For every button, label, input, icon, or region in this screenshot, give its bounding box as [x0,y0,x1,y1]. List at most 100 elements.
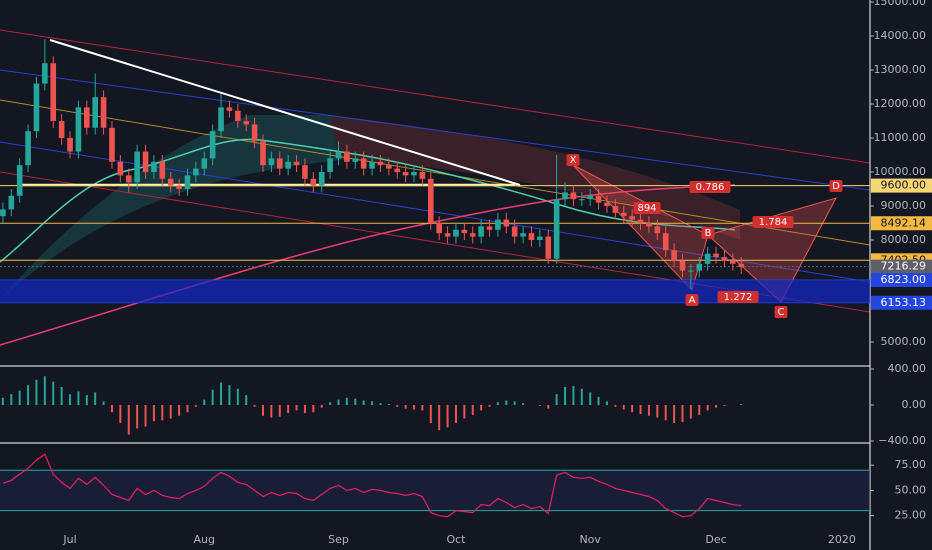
candle-body [511,226,518,237]
y-tick-label: 75.00 [895,458,927,471]
candle-body [688,270,694,272]
y-tick-label: 25.00 [895,509,927,522]
candle-body [151,161,157,172]
candle-body [58,120,65,138]
cloud-bull [0,115,340,300]
pattern-label-box [685,294,699,306]
pattern-label-box [689,181,731,193]
candle-body [42,63,48,84]
candle-body [570,192,577,200]
candle-body [469,233,476,237]
pattern-label: C [778,307,785,318]
y-tick-label: 11000.00 [874,131,927,144]
candle-body [528,233,535,240]
pattern-label: X [570,155,577,166]
candle-body [704,253,711,264]
price-label: 7216.29 [881,260,927,273]
x-tick-label: Oct [446,533,466,546]
moving-average [0,184,736,346]
candle-body [604,202,610,206]
y-tick-label: −400.00 [878,434,926,447]
candle-body [218,107,224,132]
pattern-label: A [689,295,696,306]
pattern-label: 1.272 [724,292,753,303]
price-label-box [871,216,932,231]
candle-body [226,107,233,111]
candle-body [679,260,686,271]
x-tick-label: Dec [705,533,726,546]
candle-body [25,131,31,166]
x-tick-label: Aug [194,533,215,546]
y-tick-label: 12000.00 [874,97,927,110]
candle-body [310,178,317,186]
candle-body [335,151,342,159]
y-tick-label: 8000.00 [881,233,927,246]
price-label-box [871,295,932,310]
pattern-label: 0.786 [696,182,725,193]
candle-body [134,151,140,183]
candle-body [662,233,669,251]
candle-body [16,165,23,196]
candle-body [8,195,15,210]
band-fill [0,470,870,511]
candle-body [402,171,409,176]
candle-body [537,236,543,240]
y-tick-label: 0.00 [902,398,927,411]
y-tick-label: 14000.00 [874,29,927,42]
pattern-label-box [752,216,794,228]
moving-average [0,138,736,263]
y-tick-label: 10000.00 [874,165,927,178]
candle-body [109,127,115,162]
y-tick-label: 15000.00 [874,0,927,8]
price-label-box [871,178,932,193]
candle-body [92,97,98,128]
pattern-label: 1.784 [759,217,788,228]
price-label: 6823.00 [881,273,927,286]
pattern-label-box [774,306,788,318]
candle-body [629,216,635,220]
candle-body [545,236,552,259]
candle-body [50,63,57,121]
candle-body [553,199,560,259]
pattern-label: B [705,228,712,239]
demand-zone [0,280,870,303]
y-tick-label: 5000.00 [881,335,927,348]
x-tick-label: Jul [62,533,76,546]
candle-body [612,205,619,213]
candle-body [125,175,132,183]
candle-body [318,171,325,186]
price-label-box [871,273,932,288]
candle-body [444,233,451,237]
candle-body [461,229,468,234]
candle-body [394,168,401,172]
candle-body [176,185,182,189]
candle-body [201,158,208,169]
y-tick-label: 400.00 [888,362,927,375]
pattern-label-box [717,291,759,303]
price-label: 8492.14 [881,216,927,229]
trend-line [49,39,521,186]
candle-body [209,131,216,159]
cloud-bear [330,115,740,240]
candle-body [411,171,417,176]
candle-body [285,161,291,169]
channel-line [0,99,871,246]
candle-body [75,107,82,152]
candle-body [637,219,644,223]
candle-body [84,107,90,128]
pattern-label: D [832,181,840,192]
candle-body [721,256,728,261]
candle-body [251,124,258,142]
candle-body [369,161,375,169]
candle-body [427,178,434,223]
candle-body [671,250,677,261]
candle-body [167,178,174,186]
candle-body [562,192,568,200]
candle-body [520,233,526,237]
pattern-label-box [829,180,843,192]
candle-body [495,219,501,230]
candle-body [646,222,652,227]
candle-body [235,110,241,121]
candle-body [100,97,107,128]
